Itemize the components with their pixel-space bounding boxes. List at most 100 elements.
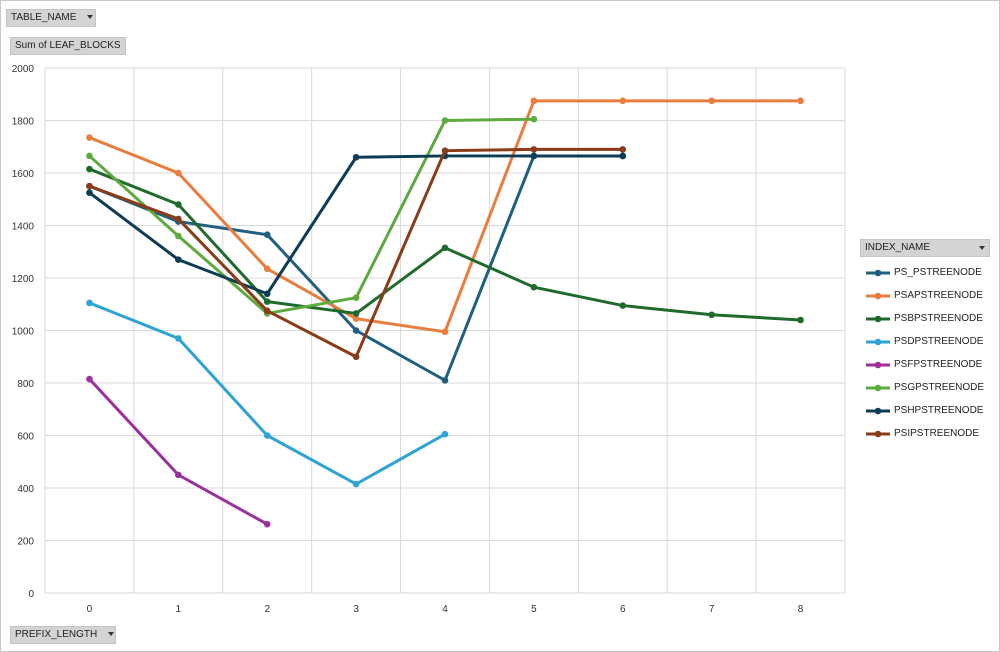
legend-swatch bbox=[866, 338, 890, 345]
x-tick-label: 4 bbox=[442, 604, 448, 615]
data-point-pshpstreenode bbox=[263, 290, 271, 298]
data-point-psapstreenode bbox=[441, 328, 449, 336]
data-point-psgpstreenode bbox=[86, 152, 93, 160]
legend-field-label: INDEX_NAME bbox=[865, 242, 931, 253]
data-point-psbpstreenode bbox=[619, 302, 627, 309]
legend-item: PSIPSTREENODE bbox=[862, 422, 992, 445]
legend-swatch bbox=[866, 430, 890, 437]
data-point-psapstreenode bbox=[352, 315, 360, 322]
table-name-filter-button[interactable]: TABLE_NAME bbox=[6, 9, 96, 27]
data-point-psapstreenode bbox=[797, 97, 804, 105]
data-point-psipstreenode bbox=[175, 215, 182, 223]
data-point-psapstreenode bbox=[263, 265, 271, 273]
data-point-psbpstreenode bbox=[86, 165, 93, 173]
legend-item: PSGPSTREENODE bbox=[862, 376, 992, 399]
legend-field-button[interactable]: INDEX_NAME bbox=[860, 239, 990, 257]
data-point-pshpstreenode bbox=[352, 153, 360, 161]
data-point-psbpstreenode bbox=[175, 201, 182, 208]
data-point-ps-pstreenode bbox=[263, 231, 271, 238]
series-line-psfpstreenode bbox=[87, 377, 269, 526]
data-point-psdpstreenode bbox=[352, 480, 360, 488]
values-field-label: Sum of LEAF_BLOCKS bbox=[15, 40, 121, 51]
x-tick-label: 6 bbox=[620, 604, 626, 615]
legend-label: PSIPSTREENODE bbox=[894, 428, 980, 439]
data-point-psapstreenode bbox=[708, 97, 715, 105]
y-tick-label: 1200 bbox=[12, 274, 35, 285]
y-tick-label: 200 bbox=[17, 537, 34, 548]
legend-label: PSDPSTREENODE bbox=[894, 336, 984, 347]
series-line-psapstreenode bbox=[87, 99, 803, 334]
legend-swatch bbox=[866, 407, 890, 414]
legend-swatch bbox=[866, 269, 890, 276]
data-point-ps-pstreenode bbox=[352, 327, 360, 334]
legend-swatch-marker bbox=[874, 292, 882, 299]
y-tick-label: 1800 bbox=[12, 117, 35, 128]
y-tick-label: 800 bbox=[17, 379, 34, 390]
legend-swatch-marker bbox=[874, 361, 882, 368]
data-point-psdpstreenode bbox=[86, 299, 93, 307]
series-line-psgpstreenode bbox=[87, 117, 536, 315]
data-point-pshpstreenode bbox=[530, 152, 538, 160]
data-point-pshpstreenode bbox=[175, 256, 182, 263]
data-point-psbpstreenode bbox=[530, 283, 538, 291]
x-tick-label: 8 bbox=[798, 604, 804, 615]
data-point-psbpstreenode bbox=[263, 298, 271, 305]
legend-swatch-marker bbox=[874, 315, 882, 322]
legend-label: PSGPSTREENODE bbox=[894, 382, 985, 393]
legend-swatch bbox=[866, 384, 890, 391]
legend-swatch-marker bbox=[874, 338, 882, 345]
data-point-psbpstreenode bbox=[352, 310, 360, 317]
dropdown-arrow-icon[interactable] bbox=[108, 632, 115, 637]
legend-label: PSBPSTREENODE bbox=[894, 313, 983, 324]
legend-label: PSAPSTREENODE bbox=[894, 290, 983, 301]
legend-swatch bbox=[866, 315, 890, 322]
data-point-ps-pstreenode bbox=[441, 377, 449, 384]
y-tick-label: 2000 bbox=[12, 64, 35, 75]
data-point-psapstreenode bbox=[86, 134, 93, 141]
data-point-psapstreenode bbox=[619, 97, 627, 105]
legend-swatch-marker bbox=[874, 430, 882, 437]
table-name-label: TABLE_NAME bbox=[11, 12, 77, 23]
x-tick-label: 0 bbox=[87, 604, 93, 615]
legend-item: PSDPSTREENODE bbox=[862, 330, 992, 353]
legend-swatch bbox=[866, 292, 890, 299]
legend-item: PSFPSTREENODE bbox=[862, 353, 992, 376]
y-tick-label: 600 bbox=[17, 432, 34, 443]
dropdown-arrow-icon[interactable] bbox=[87, 15, 94, 20]
data-point-psgpstreenode bbox=[175, 232, 182, 240]
legend-label: PSHPSTREENODE bbox=[894, 405, 984, 416]
series-line-ps-pstreenode bbox=[87, 154, 625, 382]
data-point-psipstreenode bbox=[530, 146, 538, 153]
x-tick-label: 7 bbox=[709, 604, 715, 615]
data-point-psfpstreenode bbox=[263, 520, 271, 528]
data-point-psgpstreenode bbox=[441, 117, 449, 124]
values-field-button[interactable]: Sum of LEAF_BLOCKS bbox=[10, 37, 126, 55]
legend-label: PSFPSTREENODE bbox=[894, 359, 983, 370]
data-point-psipstreenode bbox=[86, 182, 93, 190]
dropdown-arrow-icon[interactable] bbox=[979, 246, 985, 250]
data-point-psapstreenode bbox=[175, 169, 182, 177]
data-point-psbpstreenode bbox=[441, 244, 449, 252]
data-point-psgpstreenode bbox=[530, 115, 538, 123]
data-point-psipstreenode bbox=[352, 353, 360, 361]
x-tick-label: 2 bbox=[264, 604, 270, 615]
legend-item: PS_PSTREENODE bbox=[862, 261, 992, 284]
legend-swatch bbox=[866, 361, 890, 368]
legend-swatch-marker bbox=[874, 269, 882, 276]
data-point-psbpstreenode bbox=[708, 311, 715, 319]
data-point-psfpstreenode bbox=[86, 375, 93, 383]
data-point-psdpstreenode bbox=[175, 335, 182, 342]
data-point-psgpstreenode bbox=[352, 294, 360, 301]
legend-swatch-marker bbox=[874, 407, 882, 414]
axis-field-button[interactable]: PREFIX_LENGTH bbox=[10, 626, 116, 644]
legend: PS_PSTREENODE PSAPSTREENODE PSBPSTREENODE P… bbox=[862, 261, 992, 445]
data-point-psapstreenode bbox=[530, 97, 538, 105]
axis-field-label: PREFIX_LENGTH bbox=[15, 629, 98, 640]
y-tick-label: 1400 bbox=[12, 222, 35, 233]
y-tick-label: 400 bbox=[17, 484, 34, 495]
data-point-psdpstreenode bbox=[441, 430, 449, 438]
y-tick-label: 1600 bbox=[12, 169, 35, 180]
legend-item: PSBPSTREENODE bbox=[862, 307, 992, 330]
